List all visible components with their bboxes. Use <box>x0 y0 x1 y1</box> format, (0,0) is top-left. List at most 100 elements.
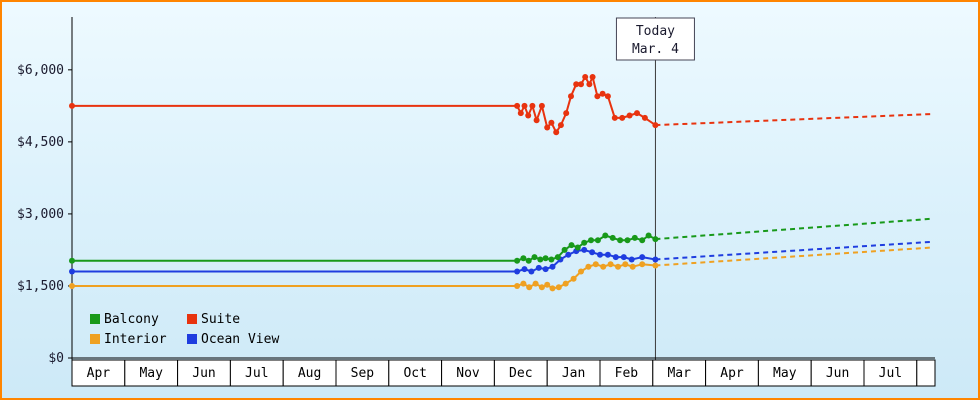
series-point-suite <box>553 129 560 136</box>
series-point-balcony <box>652 236 659 243</box>
today-label-box <box>615 17 695 61</box>
series-point-suite <box>582 74 589 80</box>
month-label: May <box>139 366 163 381</box>
series-point-interior <box>526 284 533 291</box>
series-point-ocean-view <box>597 251 603 258</box>
month-label: Jul <box>245 366 268 381</box>
series-point-suite <box>604 93 611 100</box>
series-point-ocean-view <box>652 256 659 263</box>
series-point-balcony <box>531 254 538 261</box>
today-label-line1: Today <box>636 24 675 39</box>
series-projection-suite <box>655 113 933 127</box>
series-point-ocean-view <box>514 268 521 275</box>
series-projection-interior <box>655 246 933 267</box>
series-point-balcony <box>581 239 588 246</box>
series-projection-ocean-view <box>655 240 933 261</box>
month-label: Oct <box>403 366 426 381</box>
month-cell <box>652 359 707 387</box>
series-point-interior <box>622 261 629 268</box>
series-point-balcony <box>537 256 544 263</box>
series-point-ocean-view <box>628 256 635 263</box>
series-point-interior <box>555 284 562 291</box>
series-point-interior <box>607 261 614 268</box>
month-cell <box>599 359 654 387</box>
series-point-ocean-view <box>604 251 611 258</box>
month-label: Nov <box>456 366 480 381</box>
series-point-suite <box>589 74 596 80</box>
month-cell <box>441 359 495 387</box>
series-point-balcony <box>617 237 624 244</box>
month-cell <box>335 359 390 387</box>
series-point-ocean-view <box>542 266 549 273</box>
series-point-interior <box>578 268 584 275</box>
legend-label-suite: Suite <box>201 312 240 327</box>
series-point-ocean-view <box>521 266 528 273</box>
series-point-suite <box>652 122 659 129</box>
series-point-balcony <box>594 237 601 244</box>
month-cell <box>71 359 126 387</box>
series-point-balcony <box>631 234 638 241</box>
month-label: Mar <box>667 366 691 381</box>
series-point-balcony <box>561 246 568 253</box>
series-point-suite <box>533 117 540 124</box>
series-point-suite <box>538 102 545 109</box>
legend-swatch-suite <box>187 314 197 324</box>
month-label: Feb <box>615 366 639 381</box>
series-line-suite <box>72 76 656 134</box>
series-point-interior <box>629 263 636 270</box>
today-label-line2: Mar. 4 <box>632 42 679 57</box>
month-label: Jun <box>192 366 215 381</box>
series-point-ocean-view <box>581 246 588 253</box>
month-label: Apr <box>87 366 111 381</box>
legend-label-interior: Interior <box>104 332 167 347</box>
month-cell <box>863 359 918 387</box>
month-label: Jan <box>562 366 585 381</box>
series-point-balcony <box>525 257 532 264</box>
series-point-interior <box>600 263 607 270</box>
series-point-suite <box>641 114 648 121</box>
series-point-interior <box>639 261 646 268</box>
series-point-interior <box>562 280 569 287</box>
series-point-suite <box>599 90 606 97</box>
series-point-suite <box>611 114 618 121</box>
series-point-ocean-view <box>69 268 75 275</box>
series-point-ocean-view <box>549 263 556 270</box>
series-point-suite <box>544 124 551 131</box>
month-label: Jul <box>879 366 902 381</box>
series-point-balcony <box>514 257 521 264</box>
series-point-suite <box>594 93 601 100</box>
series-point-suite <box>626 112 633 119</box>
series-point-interior <box>544 281 551 288</box>
series-point-interior <box>520 280 527 287</box>
legend-swatch-ocean-view <box>187 334 197 344</box>
month-cell <box>388 359 443 387</box>
series-point-balcony <box>574 244 581 251</box>
series-point-balcony <box>588 237 594 244</box>
series-point-balcony <box>520 255 527 262</box>
series-point-ocean-view <box>535 264 542 271</box>
series-point-interior <box>69 283 75 289</box>
series-point-balcony <box>602 232 609 239</box>
series-point-interior <box>570 275 577 282</box>
series-point-ocean-view <box>565 251 572 258</box>
series-point-suite <box>573 81 580 88</box>
series-point-suite <box>563 110 570 117</box>
month-cell <box>493 359 548 387</box>
series-point-suite <box>548 119 555 126</box>
series-point-suite <box>619 114 626 121</box>
series-point-interior <box>532 280 539 287</box>
y-tick-label: $1,500 <box>17 279 64 294</box>
series-point-balcony <box>69 257 75 264</box>
series-point-ocean-view <box>528 268 535 275</box>
y-tick-label: $3,000 <box>17 207 64 222</box>
month-cell <box>705 359 759 387</box>
month-cell <box>124 359 179 387</box>
month-label: Sep <box>351 366 375 381</box>
series-point-balcony <box>609 234 616 241</box>
series-point-ocean-view <box>639 254 646 261</box>
series-point-suite <box>634 110 640 117</box>
series-point-balcony <box>568 242 575 249</box>
series-point-suite <box>517 110 524 117</box>
